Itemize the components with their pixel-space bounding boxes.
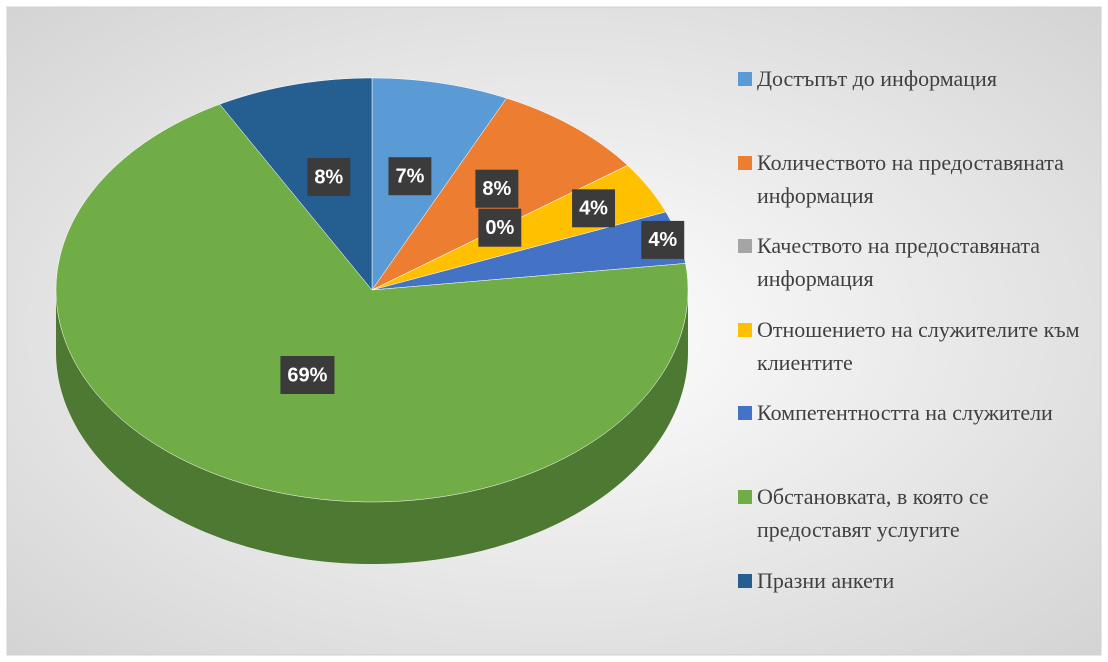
data-label: 8%: [482, 178, 511, 200]
legend-item: Обстановката, в която се предоставят усл…: [738, 480, 1088, 564]
legend-swatch: [738, 489, 752, 504]
legend-label: Качеството на предоставяната информация: [757, 233, 1041, 292]
legend-label: Достъпът до информация: [757, 66, 997, 91]
legend-label: Отношението на служителите към клиентите: [757, 316, 1080, 375]
legend-label: Празни анкети: [757, 567, 895, 593]
slice: [219, 77, 373, 291]
slice: [55, 103, 689, 503]
data-label-box: [388, 157, 432, 196]
legend-swatch: [738, 573, 752, 588]
legend-label: Количеството на предоставяната информаци…: [757, 149, 1064, 208]
legend-item: Достъпът до информация: [738, 62, 1088, 146]
data-label-box: [307, 158, 351, 197]
legend-label: Обстановката, в която се предоставят усл…: [757, 483, 989, 542]
data-label: 8%: [314, 166, 343, 188]
legend-item: Компетентността на служители: [738, 396, 1088, 480]
data-label: 7%: [395, 165, 424, 187]
data-label: 69%: [287, 364, 327, 386]
legend-swatch: [738, 155, 752, 170]
data-label-box: [280, 356, 335, 395]
legend-label: Компетентността на служители: [757, 400, 1053, 426]
legend-swatch: [738, 72, 752, 86]
legend-item: Празни анкети: [738, 564, 1088, 648]
data-label-box: [478, 208, 522, 247]
slice-side: [56, 290, 688, 564]
data-label: 0%: [485, 217, 514, 239]
legend-item: Количеството на предоставяната информаци…: [738, 146, 1088, 230]
legend-swatch: [738, 406, 752, 421]
legend-item: Качеството на предоставяната информация: [738, 229, 1088, 313]
data-label-box: [475, 169, 519, 208]
slice: [371, 77, 507, 291]
data-label-box: [641, 220, 685, 259]
legend: Достъпът до информация Количеството на пр…: [738, 62, 1088, 647]
data-label: 4%: [579, 198, 608, 220]
data-label: 4%: [648, 229, 677, 251]
legend-item: Отношението на служителите към клиентите: [738, 313, 1088, 397]
legend-swatch: [738, 322, 752, 337]
legend-swatch: [738, 239, 752, 254]
data-label-box: [572, 189, 615, 228]
